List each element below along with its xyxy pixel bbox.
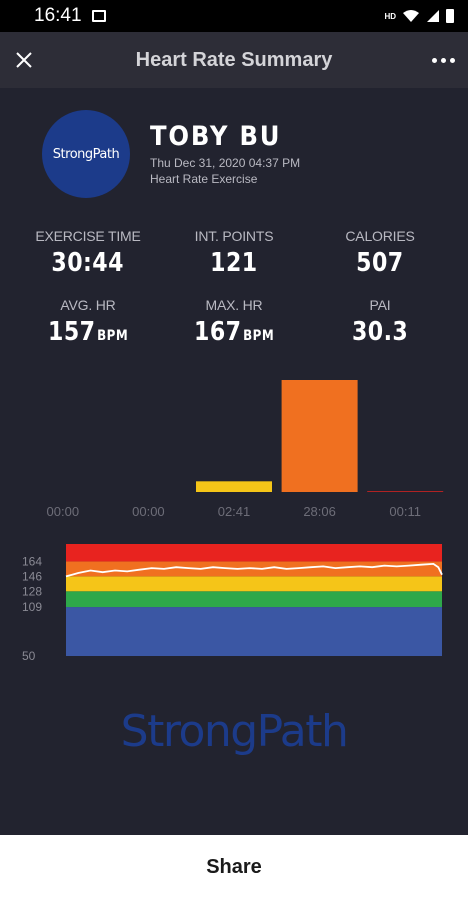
status-time: 16:41: [34, 5, 82, 26]
stat-value: 157 BPM: [48, 317, 128, 347]
zone-bar: [196, 481, 272, 492]
stat-max-hr: MAX. HR 167 BPM: [159, 297, 309, 347]
stat-pai: PAI 30.3: [305, 297, 455, 347]
stat-calories: CALORIES 507: [305, 228, 455, 278]
zone-time-label: 00:11: [389, 504, 421, 519]
stat-label: CALORIES: [345, 228, 415, 244]
hr-axis-tick: 146: [22, 569, 42, 583]
zone-time-label: 02:41: [218, 504, 251, 519]
share-label: Share: [206, 856, 262, 878]
stat-exercise-time: EXERCISE TIME 30:44: [13, 228, 163, 278]
stat-value: 30.3: [352, 317, 408, 347]
zone-bar: [367, 491, 444, 492]
stat-value: 167 BPM: [194, 317, 274, 347]
stat-number: 507: [356, 248, 404, 278]
battery-icon: [446, 9, 454, 23]
stat-unit: BPM: [97, 328, 129, 344]
status-icons: HD: [384, 9, 454, 23]
hd-voice-icon: HD: [384, 11, 396, 21]
share-button[interactable]: Share: [0, 835, 468, 900]
avatar-logo-text: StrongPath: [52, 146, 120, 162]
more-options-button[interactable]: [428, 46, 458, 74]
zone-time-label: 00:00: [132, 504, 165, 519]
hr-zone-band: [66, 607, 442, 656]
hr-zone-band: [66, 544, 442, 562]
status-bar: 16:41 HD: [0, 0, 468, 32]
strongpath-logo-avatar: StrongPath: [42, 110, 130, 198]
stat-value: 121: [210, 248, 257, 278]
stat-number: 30:44: [51, 248, 125, 278]
more-dot-icon: [431, 57, 437, 63]
more-dot-icon: [440, 57, 446, 63]
zone-time-bar-chart: 00:00 00:00 02:41 28:06 00:11: [47, 380, 444, 519]
zone-bar: [281, 380, 358, 492]
image-notification-icon: [91, 10, 106, 22]
close-button[interactable]: [10, 46, 38, 74]
stat-value: 30:44: [52, 248, 124, 278]
exercise-type: Heart Rate Exercise: [150, 172, 258, 186]
stat-number: 121: [210, 248, 258, 278]
heart-rate-line: [65, 562, 443, 578]
stat-label: INT. POINTS: [194, 228, 274, 244]
hr-axis-tick: 50: [22, 649, 36, 660]
stat-label: AVG. HR: [60, 297, 116, 313]
user-name: TOBY BU: [150, 121, 282, 152]
stat-int-points: INT. POINTS 121: [159, 228, 309, 278]
hr-axis-tick: 164: [22, 554, 42, 568]
hr-zone-band: [66, 576, 442, 592]
stat-number: 30.3: [351, 317, 409, 347]
stat-label: EXERCISE TIME: [35, 228, 141, 244]
stat-avg-hr: AVG. HR 157 BPM: [13, 297, 163, 347]
stat-label: MAX. HR: [205, 297, 263, 313]
page-title: Heart Rate Summary: [135, 48, 333, 71]
stat-number: 167: [193, 317, 242, 347]
zone-time-label: 00:00: [47, 504, 80, 519]
hr-axis-tick: 109: [22, 600, 42, 614]
zone-time-label: 28:06: [303, 504, 336, 519]
signal-icon: [427, 10, 439, 22]
stat-value: 507: [356, 248, 403, 278]
hr-axis-tick: 128: [22, 584, 42, 598]
stat-unit: BPM: [243, 328, 275, 344]
exercise-date: Thu Dec 31, 2020 04:37 PM: [150, 156, 301, 170]
more-dot-icon: [449, 57, 455, 63]
hr-zone-band: [66, 591, 442, 608]
wifi-icon: [403, 10, 419, 22]
close-icon: [16, 52, 32, 68]
strongpath-brand-logo: StrongPath: [120, 706, 349, 757]
stat-number: 157: [47, 317, 96, 347]
app-bar: Heart Rate Summary: [0, 32, 468, 88]
stat-label: PAI: [369, 297, 391, 313]
